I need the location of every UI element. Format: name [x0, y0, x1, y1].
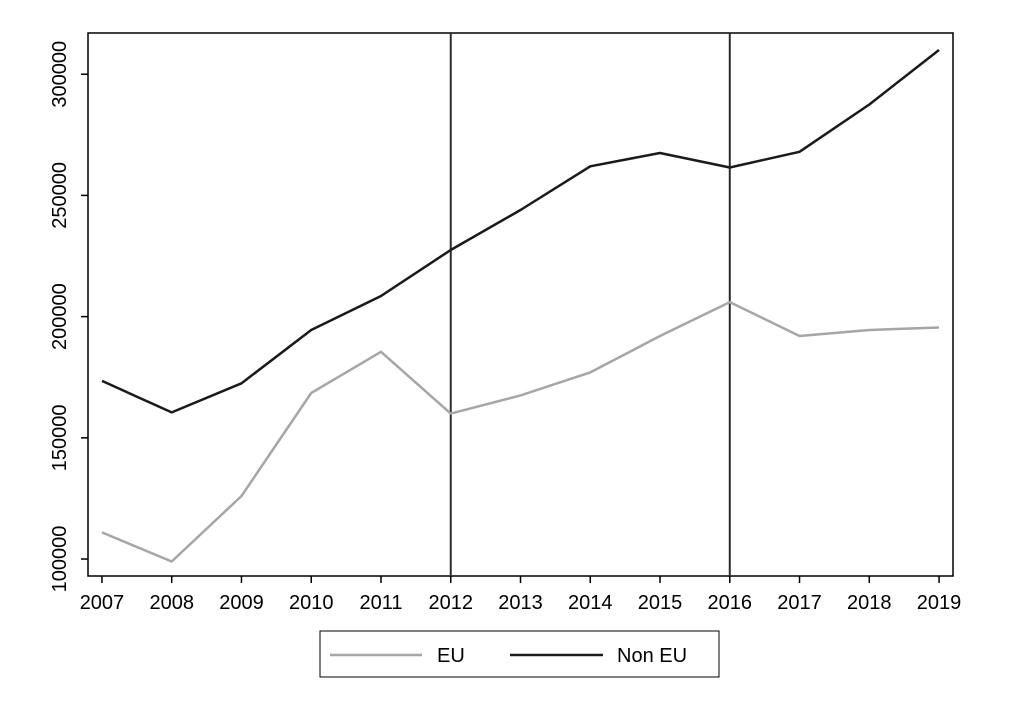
legend-label-non-eu: Non EU	[617, 645, 687, 667]
axes: 2007 2008 2009 2010 2011 2012 2013 2014 2015 2016…	[49, 41, 961, 614]
x-tick-label: 2013	[498, 592, 543, 614]
x-tick-label: 2010	[289, 592, 334, 614]
x-tick-label: 2008	[149, 592, 194, 614]
x-tick-label: 2007	[80, 592, 125, 614]
x-tick-label: 2017	[777, 592, 822, 614]
y-tick-label: 300000	[49, 41, 71, 108]
series-line-non-eu	[101, 49, 940, 414]
x-tick-label: 2019	[917, 592, 962, 614]
y-tick-label: 250000	[49, 162, 71, 229]
x-tick-label: 2009	[219, 592, 264, 614]
plot-area	[87, 32, 954, 577]
legend-label-eu: EU	[437, 645, 465, 667]
y-tick-label: 100000	[49, 526, 71, 593]
series-line-eu	[101, 300, 940, 563]
x-tick-label: 2016	[708, 592, 753, 614]
plot-frame	[87, 32, 954, 577]
y-tick-label: 200000	[49, 283, 71, 350]
x-tick-label: 2015	[638, 592, 683, 614]
x-tick-label: 2012	[428, 592, 473, 614]
x-tick-label: 2014	[568, 592, 613, 614]
x-tick-label: 2018	[847, 592, 892, 614]
y-tick-label: 150000	[49, 404, 71, 471]
x-tick-label: 2011	[359, 592, 402, 614]
legend: EU Non EU	[319, 630, 720, 678]
